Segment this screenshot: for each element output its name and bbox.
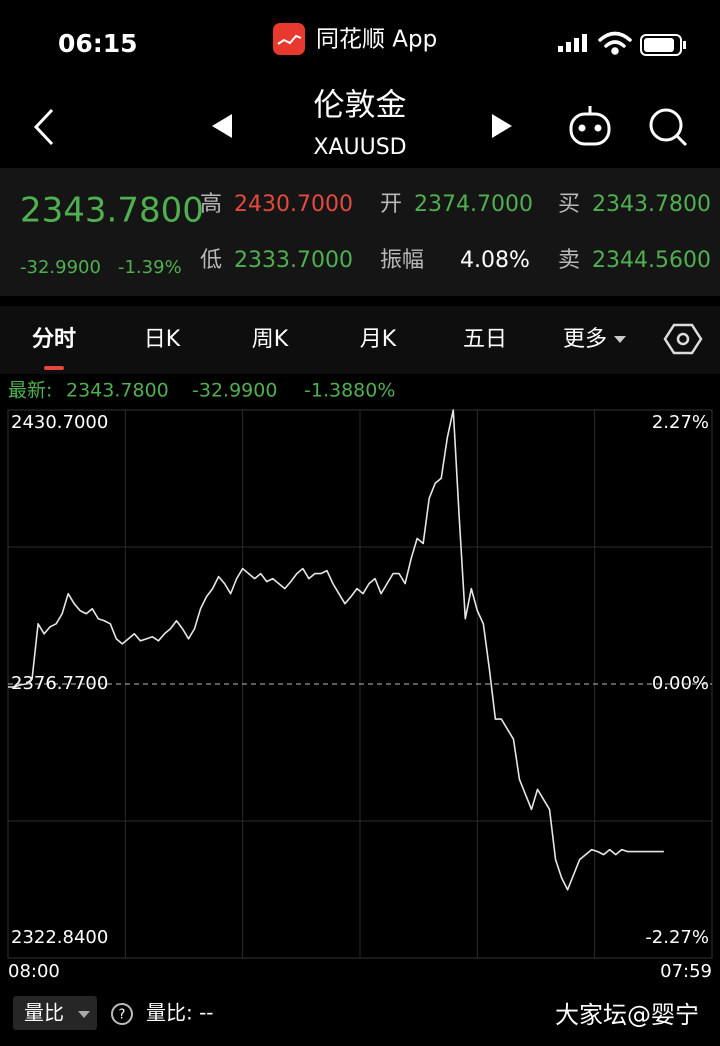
tab[interactable]: 月K [360,327,397,352]
indicator-value: 量比: -- [146,1001,214,1025]
quote-panel [0,168,720,296]
tab-bar [0,306,720,374]
search-button[interactable] [649,108,688,147]
quote-change-pct: -1.39% [118,257,182,278]
more-caret [614,336,626,343]
tab[interactable]: 分时 [32,327,76,352]
indicator-caret [78,1011,90,1018]
field-value: 2343.7800 [592,192,711,217]
field-label: 振幅 [380,248,424,273]
field-value: 2430.7000 [234,192,353,217]
app-icon-glyph [277,34,302,45]
field-label: 低 [200,248,222,273]
field-value: 2333.7000 [234,248,353,273]
quote-change: -32.9900 [20,257,101,278]
next-button[interactable] [492,114,512,138]
indicator-select[interactable] [13,996,97,1030]
wifi-icon [598,31,632,55]
app-icon [273,23,305,55]
y-tick-label: 2376.7700 [11,673,108,694]
latest-change-pct: -1.3880% [304,380,395,402]
y-tick-label: 2322.8400 [11,927,108,948]
signal-icon [558,34,587,52]
y2-tick-label: 2.27% [652,412,709,433]
help-button[interactable] [111,1003,133,1025]
latest-change: -32.9900 [192,380,277,402]
help-glyph: ? [119,1008,126,1023]
latest-label: 最新: [8,380,52,402]
battery-icon [640,34,682,56]
back-button[interactable] [33,108,54,146]
x-tick-label: 07:59 [660,961,712,982]
status-time: 06:15 [58,29,138,58]
latest-price: 2343.7800 [66,380,169,402]
y2-tick-label: -2.27% [645,927,709,948]
settings-button[interactable] [663,323,703,355]
tab[interactable]: 日K [144,327,181,352]
battery-tip [683,41,686,49]
quote-price: 2343.7800 [20,191,204,231]
y2-tick-label: 0.00% [652,673,709,694]
x-tick-label: 08:00 [8,961,60,982]
y-tick-label: 2430.7000 [11,412,108,433]
field-label: 买 [558,192,580,217]
battery-level [644,38,674,52]
indicator-name: 量比 [24,1001,64,1025]
field-label: 开 [380,192,402,217]
header-title: 伦敦金 [314,88,407,124]
tab[interactable]: 更多 [563,327,607,352]
tab-indicator [44,366,64,370]
robot-button[interactable] [569,106,611,146]
field-label: 卖 [558,248,580,273]
field-value: 2344.5600 [592,248,711,273]
watermark: 大家坛@婴宁 [555,1001,699,1029]
tab[interactable]: 五日 [463,327,507,352]
status-app: 同花顺 App [316,27,437,53]
field-value: 4.08% [460,248,530,273]
header-symbol: XAUUSD [313,135,406,160]
field-value: 2374.7000 [414,192,533,217]
field-label: 高 [200,192,222,217]
price-line [8,409,664,891]
prev-button[interactable] [212,114,232,138]
tab[interactable]: 周K [252,327,289,352]
